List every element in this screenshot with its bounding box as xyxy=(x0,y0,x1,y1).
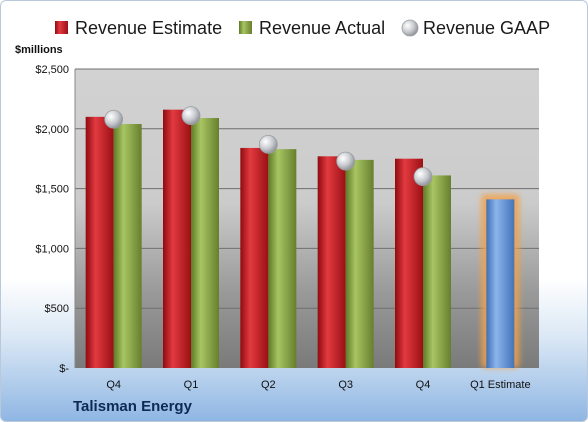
x-tick-label: Q4 xyxy=(416,379,431,391)
plot-area xyxy=(75,69,539,368)
bar-revenue-estimate xyxy=(85,116,114,368)
marker-revenue-gaap xyxy=(104,109,124,129)
gaap-markers xyxy=(104,106,433,187)
x-tick-label: Q1 Estimate xyxy=(470,379,531,391)
y-tick-label: $1,500 xyxy=(35,184,69,196)
bar-revenue-actual xyxy=(191,118,219,368)
bar-revenue-estimate xyxy=(240,147,269,368)
company-name: Talisman Energy xyxy=(73,398,192,415)
marker-revenue-gaap xyxy=(336,151,356,171)
x-axis: Q4 Q1 Q2 Q3 Q4 Q1 Estimate xyxy=(106,379,530,391)
bar-revenue-actual xyxy=(113,124,142,369)
marker-revenue-gaap xyxy=(258,134,278,154)
y-tick-label: $- xyxy=(59,363,69,375)
bar-revenue-estimate xyxy=(395,158,423,368)
bar-revenue-estimate xyxy=(163,109,191,368)
marker-revenue-gaap xyxy=(413,167,433,187)
x-tick-label: Q3 xyxy=(338,379,353,391)
chart-legend: Revenue Estimate Revenue Actual Revenue GA… xyxy=(55,18,550,38)
legend-label: Revenue Estimate xyxy=(75,18,222,38)
bar-revenue-actual xyxy=(423,175,451,368)
legend-swatch xyxy=(401,19,419,37)
marker-revenue-gaap xyxy=(181,106,201,126)
legend-swatch xyxy=(239,21,252,34)
legend-swatch xyxy=(55,21,68,34)
bar-revenue-actual xyxy=(345,159,374,368)
y-tick-label: $500 xyxy=(45,303,69,315)
gridlines xyxy=(75,68,539,309)
legend-label: Revenue GAAP xyxy=(423,18,550,38)
bars xyxy=(85,109,520,369)
y-unit-label: $millions xyxy=(15,44,63,56)
legend-label: Revenue Actual xyxy=(259,18,385,38)
y-axis: $- $500 $1,000 $1,500 $2,000 $2,500 xyxy=(35,64,76,375)
bar-revenue-estimate xyxy=(317,156,346,368)
bar-revenue-actual xyxy=(268,149,297,368)
x-tick-label: Q1 xyxy=(184,379,199,391)
bar-revenue-estimate-next xyxy=(486,199,515,368)
x-tick-label: Q4 xyxy=(106,379,121,391)
y-tick-label: $2,000 xyxy=(35,124,69,136)
y-tick-label: $1,000 xyxy=(35,243,69,255)
y-tick-label: $2,500 xyxy=(35,64,69,76)
x-tick-label: Q2 xyxy=(261,379,276,391)
